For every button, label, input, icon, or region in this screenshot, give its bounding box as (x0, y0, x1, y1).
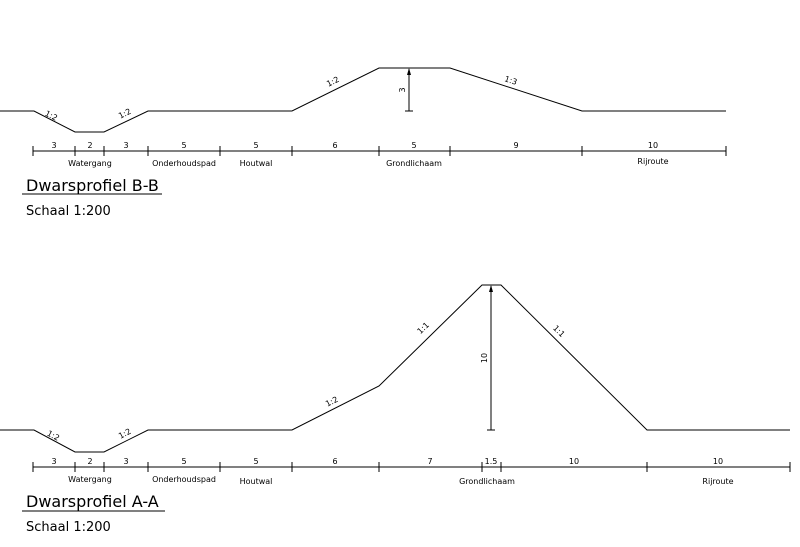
height-dimension: 3 (398, 68, 413, 112)
dimension-value: 3 (123, 141, 128, 150)
dimension-value: 6 (332, 457, 337, 466)
profile-a-a-outline (0, 284, 790, 453)
zone-label-grondlichaam: Grondlichaam (459, 477, 515, 486)
dimension-value: 7 (427, 457, 432, 466)
zone-label-houtwal: Houtwal (240, 159, 273, 168)
dimension-value: 10 (713, 457, 723, 466)
zone-label-houtwal: Houtwal (240, 477, 273, 486)
dimension-value: 10 (648, 141, 658, 150)
zone-label-rijroute: Rijroute (702, 477, 733, 486)
profile-b-b-outline (0, 67, 726, 133)
dimension-value: 5 (411, 141, 416, 150)
zone-label-rijroute: Rijroute (637, 157, 668, 166)
height-dimension: 10 (480, 285, 495, 431)
dimension-value: 1.5 (485, 457, 498, 466)
zone-label-onderhoudspad: Onderhoudspad (152, 475, 216, 484)
dimension-value: 5 (253, 141, 258, 150)
slope-label: 1:3 (503, 74, 518, 87)
zone-label-grondlichaam: Grondlichaam (386, 159, 442, 168)
dimension-value: 9 (513, 141, 518, 150)
slope-label: 1:2 (43, 109, 59, 123)
profile-title: Dwarsprofiel A-A (26, 492, 159, 511)
dimension-value: 2 (87, 457, 92, 466)
slope-label: 1:2 (45, 429, 61, 443)
slope-label: 1:1 (416, 320, 432, 335)
dimension-value: 5 (253, 457, 258, 466)
dimension-value: 5 (181, 141, 186, 150)
height-label: 3 (398, 87, 407, 92)
dimension-line (32, 146, 727, 156)
profile-a-a: 1:2 1:2 1:2 1:1 1:1 10 3 2 3 (0, 284, 791, 535)
profile-title: Dwarsprofiel B-B (26, 176, 159, 195)
dimension-value: 5 (181, 457, 186, 466)
zone-label-watergang: Watergang (68, 475, 112, 484)
dimension-value: 3 (123, 457, 128, 466)
profile-scale: Schaal 1:200 (26, 520, 111, 535)
dimension-value: 3 (51, 141, 56, 150)
profile-scale: Schaal 1:200 (26, 204, 111, 219)
slope-label: 1:2 (117, 107, 133, 121)
dimension-value: 10 (569, 457, 579, 466)
dimension-line (32, 462, 791, 472)
zone-label-watergang: Watergang (68, 159, 112, 168)
slope-label: 1:2 (325, 75, 341, 89)
zone-label-onderhoudspad: Onderhoudspad (152, 159, 216, 168)
dimension-value: 2 (87, 141, 92, 150)
dimension-value: 6 (332, 141, 337, 150)
dimension-value: 3 (51, 457, 56, 466)
profile-b-b: 1:2 1:2 1:2 1:3 3 3 2 3 5 5 (0, 67, 727, 219)
height-label: 10 (480, 353, 489, 363)
